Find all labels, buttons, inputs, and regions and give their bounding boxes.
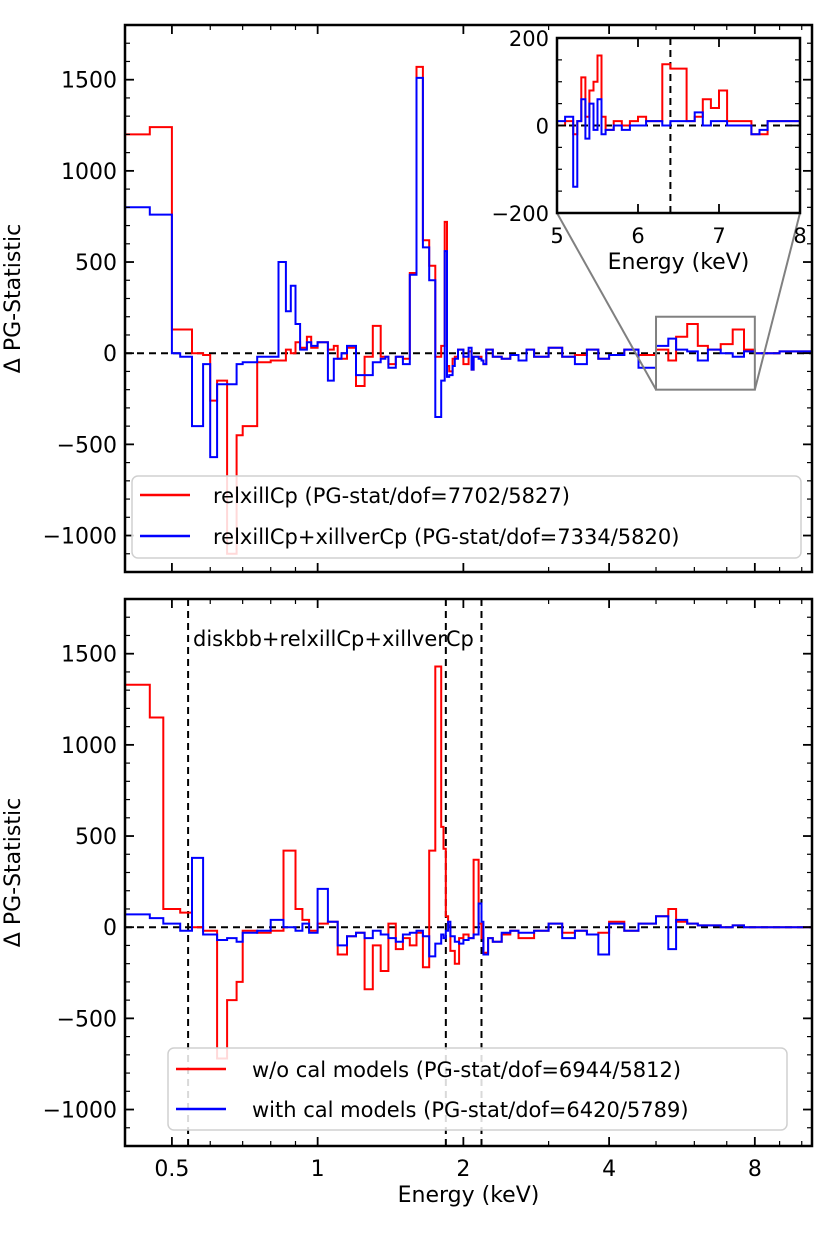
top-ticks: −1000 −500 0 500 1000 1500 — [43, 24, 812, 573]
x-tick-label: 8 — [748, 1157, 762, 1182]
bottom-legend: w/o cal models (PG-stat/dof=6944/5812) w… — [167, 1047, 788, 1131]
x-tick-label: 4 — [602, 1157, 616, 1182]
x-tick-label: 7 — [712, 224, 725, 248]
x-tick-label: 5 — [550, 224, 563, 248]
bottom-y-axis-label: Δ PG-Statistic — [1, 798, 26, 947]
bottom-axes-frame — [123, 597, 814, 1148]
bottom-series-with-cal-line — [125, 856, 812, 958]
inset-series-relxillcp-xillvercp-line — [557, 98, 801, 188]
y-tick-label: 1500 — [61, 69, 117, 94]
bottom-legend-label-wo-cal: w/o cal models (PG-stat/dof=6944/5812) — [252, 1058, 681, 1082]
x-tick-label: 6 — [631, 224, 644, 248]
y-tick-label: 500 — [75, 825, 117, 850]
y-tick-label: 1500 — [61, 643, 117, 668]
top-legend-label-relxillcp-xillvercp: relxillCp+xillverCp (PG-stat/dof=7334/58… — [213, 525, 679, 549]
bottom-panel: −1000 −500 0 500 1000 1500 0.5 1 2 4 8 Δ PG-Statis… — [1, 597, 814, 1208]
y-tick-label: 1000 — [61, 734, 117, 759]
bottom-legend-box — [167, 1047, 788, 1131]
x-tick-label: 8 — [793, 224, 806, 248]
y-tick-label: −1000 — [43, 525, 117, 550]
inset-axes-frame — [555, 36, 802, 215]
top-y-axis-label: Δ PG-Statistic — [1, 224, 26, 373]
inset-connector-left — [556, 212, 657, 391]
x-tick-label: 1 — [311, 1157, 325, 1182]
x-tick-label: 0.5 — [154, 1157, 189, 1182]
x-tick-label: 2 — [456, 1157, 470, 1182]
y-tick-label: 1000 — [61, 160, 117, 185]
inset-connector-right — [753, 212, 801, 390]
inset-panel: −200 0 200 5 6 7 8 Energy (keV) — [491, 27, 806, 275]
y-tick-label: 200 — [509, 27, 549, 51]
top-legend-label-relxillcp: relxillCp (PG-stat/dof=7702/5827) — [213, 484, 570, 508]
y-tick-label: 0 — [103, 342, 117, 367]
y-tick-label: 0 — [536, 115, 549, 139]
top-axes-frame — [123, 23, 814, 574]
y-tick-label: 0 — [103, 916, 117, 941]
top-series-relxillcp-xillvercp-line — [125, 76, 812, 459]
top-legend-box — [131, 475, 802, 559]
inset-series-relxillcp-line — [557, 54, 801, 136]
top-legend: relxillCp (PG-stat/dof=7702/5827) relxil… — [131, 475, 802, 559]
y-tick-label: 500 — [75, 251, 117, 276]
y-tick-label: −200 — [491, 202, 549, 226]
top-panel: −1000 −500 0 500 1000 1500 Δ PG-Statistic rel… — [1, 23, 814, 574]
y-tick-label: −500 — [57, 1007, 117, 1032]
top-zoom-box — [655, 315, 756, 391]
bottom-model-annotation: diskbb+relxillCp+xillverCp — [193, 627, 474, 651]
bottom-x-axis-label: Energy (keV) — [398, 1183, 540, 1208]
top-plot-area — [125, 65, 812, 555]
y-tick-label: −500 — [57, 433, 117, 458]
y-tick-label: −1000 — [43, 1099, 117, 1124]
bottom-legend-label-with-cal: with cal models (PG-stat/dof=6420/5789) — [252, 1098, 689, 1122]
inset-x-axis-label: Energy (keV) — [608, 250, 750, 275]
